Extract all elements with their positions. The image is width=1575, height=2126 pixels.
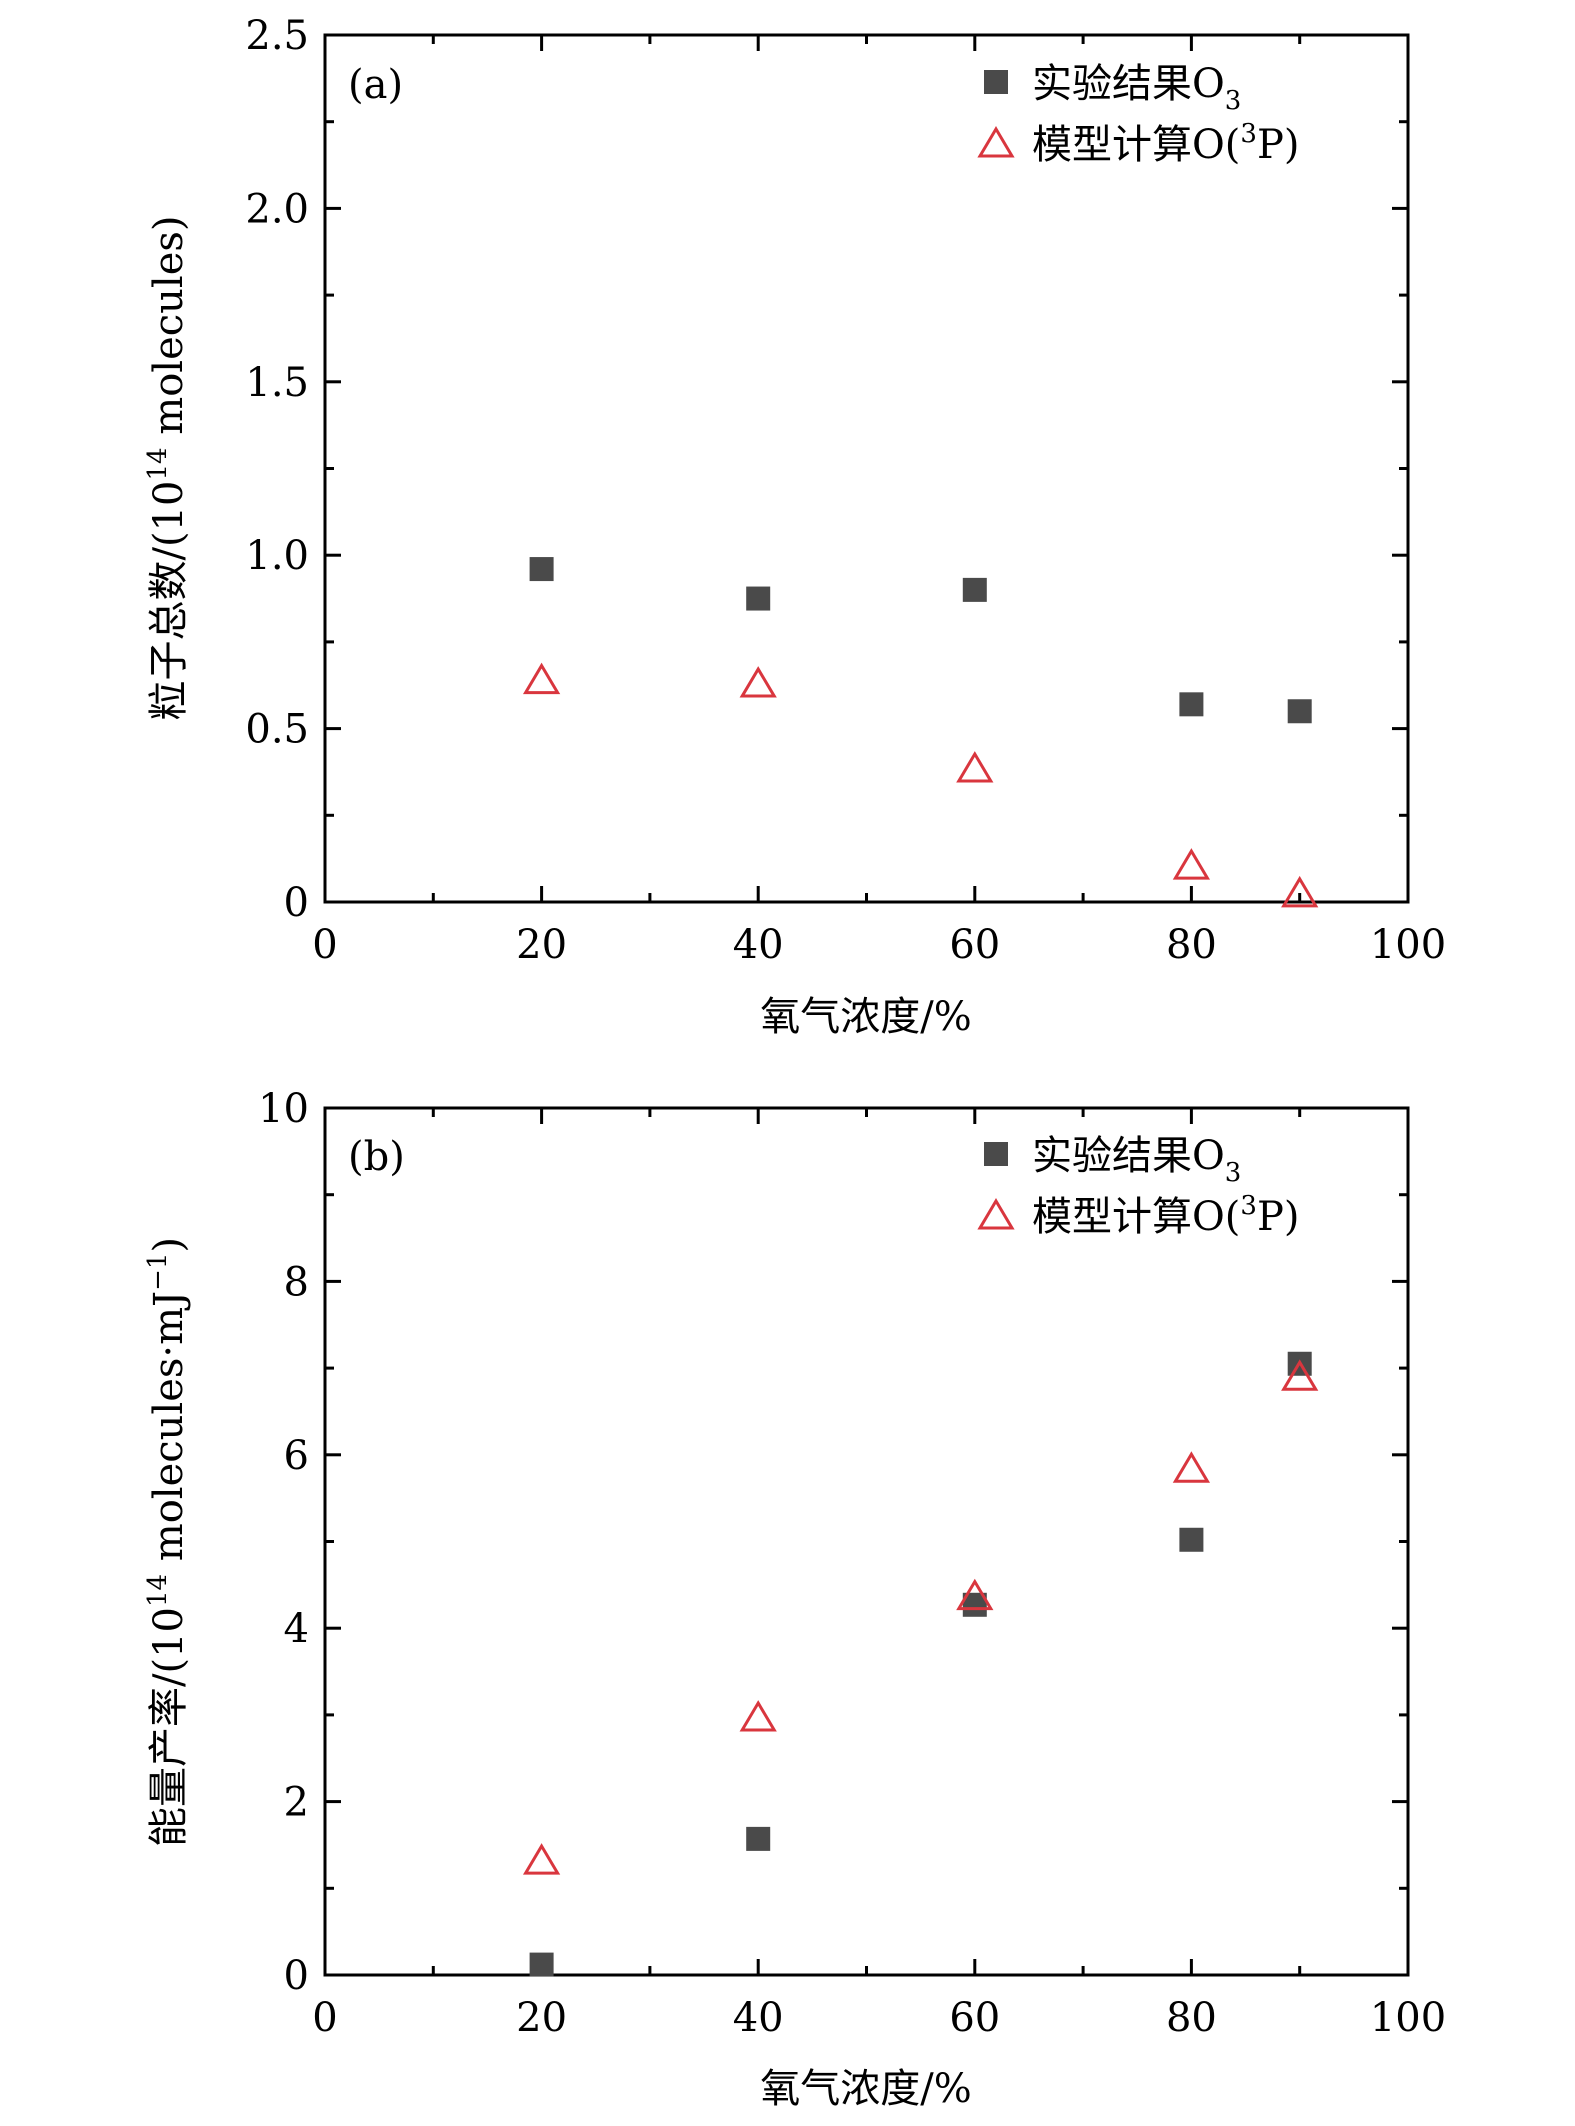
- point-model-o3p: [522, 662, 561, 695]
- legend-square-marker: [984, 1142, 1008, 1166]
- y-axis-title: 能量产率/(1014 molecules·mJ−1): [143, 1237, 192, 1847]
- x-tick-label: 40: [733, 922, 784, 968]
- y-axis-title: 粒子总数/(1014 molecules): [143, 215, 192, 720]
- x-tick-label: 80: [1166, 922, 1217, 968]
- plot-frame: [323, 33, 1410, 904]
- legend-square-marker: [984, 70, 1008, 94]
- y-tick-label: 0: [284, 880, 309, 926]
- panel-a: (a) 0 20 40 60 80 100 0 0.5 1.0 1.5 2.0 2.5 实验结果O3 …: [143, 13, 1446, 1040]
- x-tick-label: 20: [516, 922, 567, 968]
- point-experimental-o3: [1179, 1527, 1204, 1552]
- x-tick-label: 60: [949, 922, 1000, 968]
- legend: 实验结果O3 模型计算O(3P): [977, 1133, 1299, 1240]
- y-tick-label: 0: [284, 1953, 309, 1999]
- point-model-o3p: [1172, 848, 1211, 880]
- y-tick-label: 2.5: [245, 13, 309, 59]
- x-tick-label: 100: [1370, 922, 1446, 968]
- legend-label-model: 模型计算O(3P): [1032, 119, 1299, 168]
- legend-label-exp: 实验结果O3: [1032, 1133, 1241, 1188]
- y-tick-label: 10: [258, 1086, 309, 1132]
- point-experimental-o3: [746, 1826, 771, 1851]
- point-model-o3p: [1281, 1359, 1319, 1391]
- x-tick-label: 80: [1166, 1995, 1217, 2041]
- legend: 实验结果O3 模型计算O(3P): [977, 61, 1299, 168]
- x-tick-label: 100: [1370, 1995, 1446, 2041]
- y-tick-label: 4: [284, 1606, 309, 1652]
- plot-frame: [323, 1106, 1410, 1977]
- legend-triangle-marker: [977, 126, 1015, 158]
- point-experimental-o3: [962, 577, 987, 602]
- x-axis-title: 氧气浓度/%: [760, 994, 971, 1040]
- tick-labels: 0 20 40 60 80 100 0 0.5 1.0 1.5 2.0 2.5: [245, 13, 1446, 968]
- x-tick-label: 0: [312, 922, 337, 968]
- point-experimental-o3: [746, 586, 771, 611]
- point-model-o3p: [522, 1843, 561, 1875]
- panel-label: (b): [348, 1134, 405, 1180]
- point-experimental-o3: [529, 1952, 554, 1977]
- x-tick-label: 60: [949, 1995, 1000, 2041]
- point-experimental-o3: [1287, 699, 1312, 724]
- y-tick-label: 1.5: [245, 360, 309, 406]
- y-tick-label: 8: [284, 1259, 309, 1305]
- axis-ticks: [323, 33, 1410, 904]
- tick-labels: 0 20 40 60 80 100 0 2 4 6 8 10: [258, 1086, 1446, 2041]
- data-marks: [522, 1351, 1319, 1977]
- y-tick-label: 2: [284, 1780, 309, 1826]
- y-tick-label: 6: [284, 1433, 309, 1479]
- y-tick-label: 2.0: [245, 186, 309, 232]
- point-model-o3p: [1281, 875, 1319, 908]
- panel-b: (b) 0 20 40 60 80 100 0 2 4 6 8 10 实验结果O3 模型计算O(3P)…: [143, 1086, 1446, 2112]
- panel-label: (a): [348, 62, 403, 108]
- data-marks: [522, 557, 1319, 908]
- axis-ticks: [323, 1106, 1410, 1977]
- point-experimental-o3: [1179, 692, 1204, 717]
- point-model-o3p: [1172, 1451, 1211, 1483]
- x-tick-label: 0: [312, 1995, 337, 2041]
- point-model-o3p: [739, 1700, 777, 1732]
- legend-triangle-marker: [977, 1198, 1015, 1230]
- legend-label-exp: 实验结果O3: [1032, 61, 1241, 116]
- x-axis-title: 氧气浓度/%: [760, 2066, 971, 2112]
- point-model-o3p: [956, 1578, 994, 1611]
- y-tick-label: 0.5: [245, 707, 309, 753]
- point-model-o3p: [739, 666, 777, 698]
- point-experimental-o3: [529, 557, 554, 582]
- x-tick-label: 40: [733, 1995, 784, 2041]
- y-tick-label: 1.0: [245, 533, 309, 579]
- legend-label-model: 模型计算O(3P): [1032, 1191, 1299, 1240]
- point-model-o3p: [956, 751, 994, 783]
- x-tick-label: 20: [516, 1995, 567, 2041]
